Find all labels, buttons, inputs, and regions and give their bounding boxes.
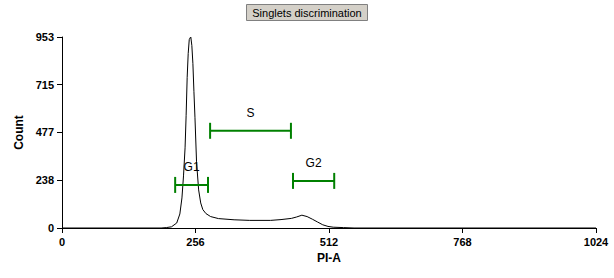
svg-text:256: 256 <box>186 236 204 248</box>
svg-text:768: 768 <box>453 236 471 248</box>
svg-text:512: 512 <box>320 236 338 248</box>
svg-text:Count: Count <box>12 115 26 150</box>
svg-text:1024: 1024 <box>584 236 609 248</box>
svg-text:S: S <box>247 106 255 120</box>
svg-text:0: 0 <box>48 222 54 234</box>
svg-text:G1: G1 <box>184 160 200 174</box>
svg-text:953: 953 <box>36 31 54 43</box>
svg-text:G2: G2 <box>306 156 322 170</box>
svg-text:715: 715 <box>36 79 54 91</box>
svg-text:Singlets discrimination: Singlets discrimination <box>252 7 361 19</box>
svg-text:PI-A: PI-A <box>317 251 341 265</box>
svg-text:477: 477 <box>36 126 54 138</box>
svg-text:0: 0 <box>59 236 65 248</box>
svg-text:238: 238 <box>36 174 54 186</box>
